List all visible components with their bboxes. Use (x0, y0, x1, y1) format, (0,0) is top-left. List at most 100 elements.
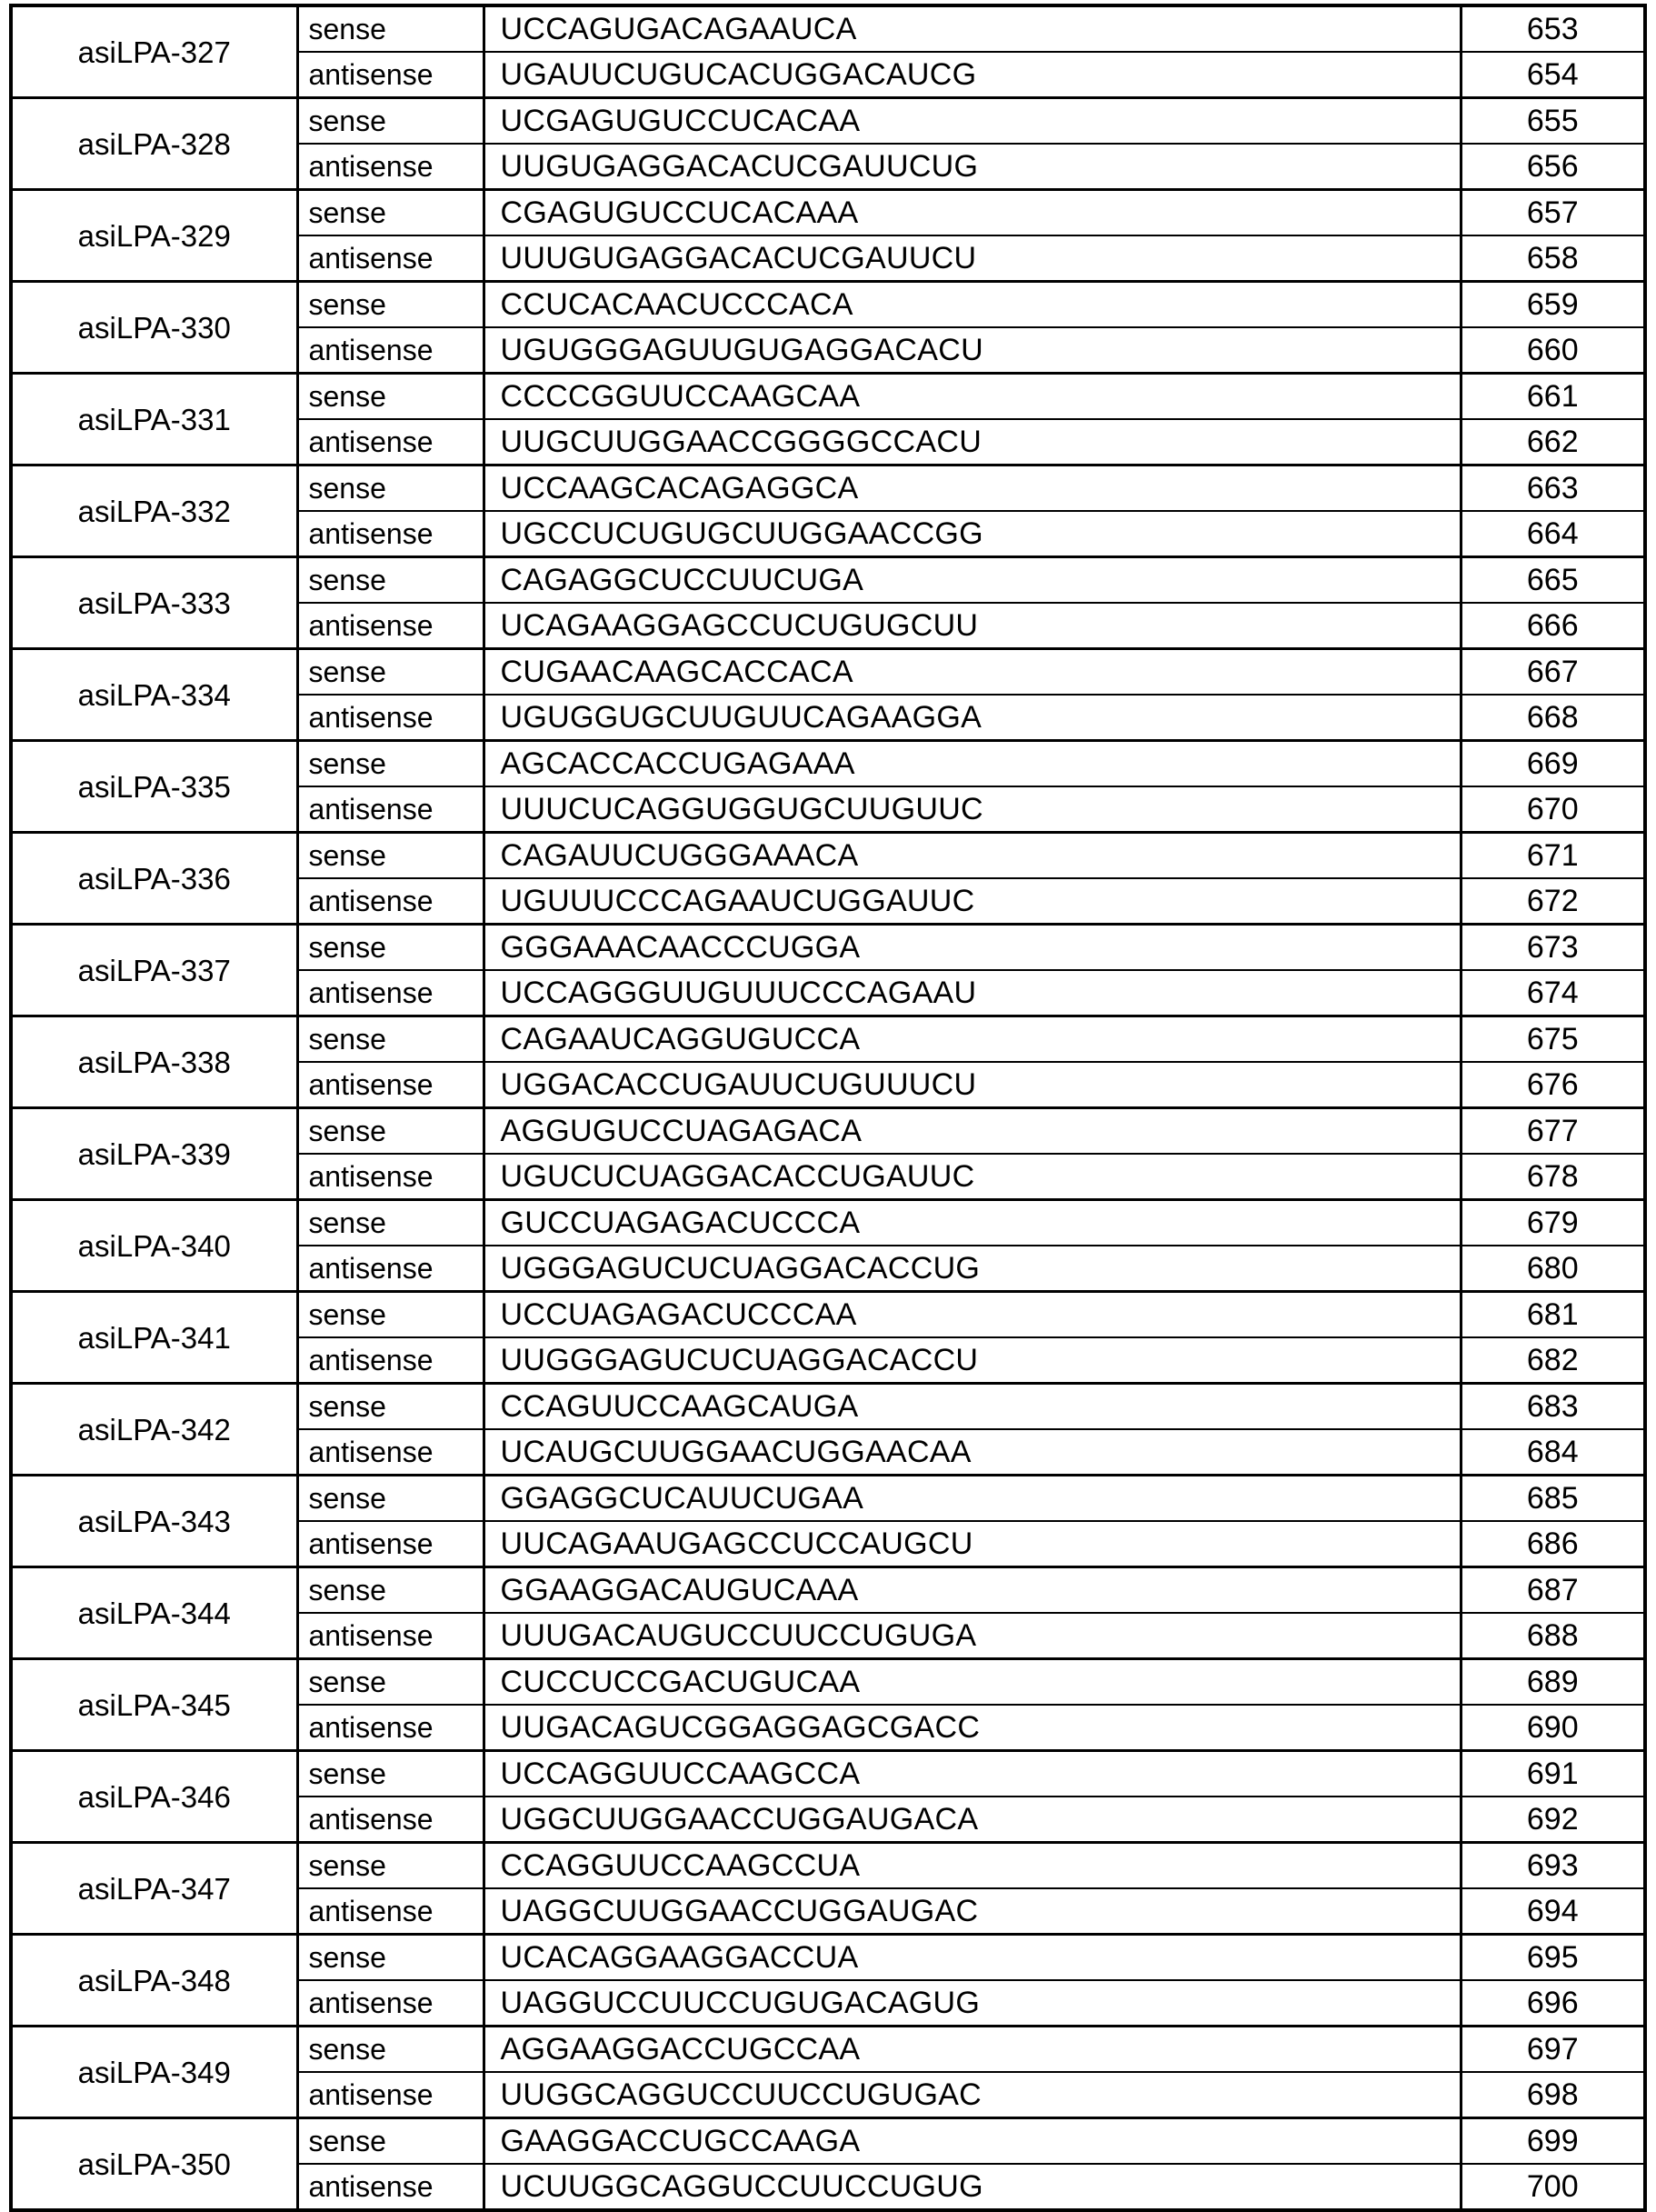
sequence-cell: UCAUGCUUGGAACUGGAACAA (484, 1429, 1461, 1476)
sequence-cell: GAAGGACCUGCCAAGA (484, 2118, 1461, 2165)
seq-id-cell: 655 (1461, 98, 1645, 145)
sequence-cell: CUGAACAAGCACCACA (484, 649, 1461, 696)
sequence-cell: UGGACACCUGAUUCUGUUUCU (484, 1062, 1461, 1108)
seq-id-cell: 693 (1461, 1843, 1645, 1889)
oligo-name-cell: asiLPA-337 (11, 925, 297, 1016)
table-row: asiLPA-345senseCUCCUCCGACUGUCAA689 (11, 1659, 1645, 1706)
seq-id-cell: 667 (1461, 649, 1645, 696)
seq-id-cell: 673 (1461, 925, 1645, 971)
seq-id-cell: 680 (1461, 1246, 1645, 1292)
strand-label-antisense: antisense (297, 327, 484, 374)
table-row: asiLPA-330senseCCUCACAACUCCCACA659 (11, 282, 1645, 328)
strand-label-sense: sense (297, 190, 484, 236)
strand-label-antisense: antisense (297, 1337, 484, 1384)
table-row: asiLPA-346senseUCCAGGUUCCAAGCCA691 (11, 1751, 1645, 1797)
seq-id-cell: 699 (1461, 2118, 1645, 2165)
table-row: asiLPA-349senseAGGAAGGACCUGCCAA697 (11, 2027, 1645, 2073)
oligo-name-cell: asiLPA-335 (11, 741, 297, 833)
sequence-cell: UCCAGGUUCCAAGCCA (484, 1751, 1461, 1797)
table-row: asiLPA-350senseGAAGGACCUGCCAAGA699 (11, 2118, 1645, 2165)
sequence-cell: CCCCGGUUCCAAGCAA (484, 374, 1461, 420)
seq-id-cell: 683 (1461, 1384, 1645, 1430)
seq-id-cell: 658 (1461, 235, 1645, 282)
oligo-name-cell: asiLPA-334 (11, 649, 297, 741)
strand-label-antisense: antisense (297, 970, 484, 1016)
strand-label-sense: sense (297, 1567, 484, 1614)
oligo-name-cell: asiLPA-329 (11, 190, 297, 282)
strand-label-antisense: antisense (297, 786, 484, 833)
seq-id-cell: 694 (1461, 1888, 1645, 1935)
table-row: asiLPA-328senseUCGAGUGUCCUCACAA655 (11, 98, 1645, 145)
seq-id-cell: 662 (1461, 419, 1645, 465)
strand-label-sense: sense (297, 5, 484, 52)
oligo-name-cell: asiLPA-332 (11, 465, 297, 557)
sequence-cell: CUCCUCCGACUGUCAA (484, 1659, 1461, 1706)
seq-id-cell: 674 (1461, 970, 1645, 1016)
sequence-cell: GGAGGCUCAUUCUGAA (484, 1476, 1461, 1522)
sequence-cell: UGCCUCUGUGCUUGGAACCGG (484, 511, 1461, 557)
strand-label-sense: sense (297, 1292, 484, 1338)
strand-label-sense: sense (297, 2027, 484, 2073)
table-row: asiLPA-339senseAGGUGUCCUAGAGACA677 (11, 1108, 1645, 1155)
seq-id-cell: 672 (1461, 878, 1645, 925)
seq-id-cell: 692 (1461, 1797, 1645, 1843)
table-row: asiLPA-347senseCCAGGUUCCAAGCCUA693 (11, 1843, 1645, 1889)
sequence-cell: UGUUUCCCAGAAUCUGGAUUC (484, 878, 1461, 925)
sequence-cell: UGUGGUGCUUGUUCAGAAGGA (484, 695, 1461, 741)
sequence-cell: UAGGCUUGGAACCUGGAUGAC (484, 1888, 1461, 1935)
strand-label-antisense: antisense (297, 1246, 484, 1292)
document-page: asiLPA-327senseUCCAGUGACAGAAUCA653antise… (0, 0, 1656, 2193)
sequence-cell: GGGAAACAACCCUGGA (484, 925, 1461, 971)
strand-label-antisense: antisense (297, 1613, 484, 1659)
strand-label-antisense: antisense (297, 1797, 484, 1843)
seq-id-cell: 681 (1461, 1292, 1645, 1338)
sequence-cell: GUCCUAGAGACUCCCA (484, 1200, 1461, 1246)
strand-label-antisense: antisense (297, 1888, 484, 1935)
oligo-name-cell: asiLPA-327 (11, 5, 297, 98)
strand-label-sense: sense (297, 282, 484, 328)
sequence-cell: UCCUAGAGACUCCCAA (484, 1292, 1461, 1338)
oligo-name-cell: asiLPA-343 (11, 1476, 297, 1567)
sequence-cell: UCACAGGAAGGACCUA (484, 1935, 1461, 1981)
table-row: asiLPA-341senseUCCUAGAGACUCCCAA681 (11, 1292, 1645, 1338)
seq-id-cell: 690 (1461, 1705, 1645, 1751)
seq-id-cell: 669 (1461, 741, 1645, 787)
sequence-cell: UUGGCAGGUCCUUCCUGUGAC (484, 2072, 1461, 2118)
oligo-name-cell: asiLPA-346 (11, 1751, 297, 1843)
table-row: asiLPA-335senseAGCACCACCUGAGAAA669 (11, 741, 1645, 787)
table-body: asiLPA-327senseUCCAGUGACAGAAUCA653antise… (11, 5, 1645, 2210)
oligo-name-cell: asiLPA-340 (11, 1200, 297, 1292)
sequence-cell: UUGUGAGGACACUCGAUUCUG (484, 144, 1461, 190)
sequence-cell: UUGGGAGUCUCUAGGACACCU (484, 1337, 1461, 1384)
oligo-name-cell: asiLPA-331 (11, 374, 297, 465)
sequence-cell: UUGACAGUCGGAGGAGCGACC (484, 1705, 1461, 1751)
sequence-cell: CAGAGGCUCCUUCUGA (484, 557, 1461, 604)
oligo-name-cell: asiLPA-330 (11, 282, 297, 374)
strand-label-antisense: antisense (297, 511, 484, 557)
strand-label-sense: sense (297, 741, 484, 787)
seq-id-cell: 664 (1461, 511, 1645, 557)
oligo-name-cell: asiLPA-342 (11, 1384, 297, 1476)
strand-label-sense: sense (297, 1476, 484, 1522)
sequence-cell: UGAUUCUGUCACUGGACAUCG (484, 52, 1461, 98)
table-row: asiLPA-348senseUCACAGGAAGGACCUA695 (11, 1935, 1645, 1981)
strand-label-antisense: antisense (297, 1154, 484, 1200)
strand-label-sense: sense (297, 833, 484, 879)
strand-label-sense: sense (297, 925, 484, 971)
strand-label-sense: sense (297, 465, 484, 512)
strand-label-antisense: antisense (297, 2164, 484, 2210)
strand-label-antisense: antisense (297, 603, 484, 649)
seq-id-cell: 698 (1461, 2072, 1645, 2118)
seq-id-cell: 676 (1461, 1062, 1645, 1108)
sequence-cell: UGUGGGAGUUGUGAGGACACU (484, 327, 1461, 374)
strand-label-antisense: antisense (297, 52, 484, 98)
strand-label-sense: sense (297, 98, 484, 145)
sequence-cell: UAGGUCCUUCCUGUGACAGUG (484, 1980, 1461, 2027)
sequence-cell: UUUCUCAGGUGGUGCUUGUUC (484, 786, 1461, 833)
table-row: asiLPA-342senseCCAGUUCCAAGCAUGA683 (11, 1384, 1645, 1430)
seq-id-cell: 689 (1461, 1659, 1645, 1706)
sequence-cell: CCAGUUCCAAGCAUGA (484, 1384, 1461, 1430)
strand-label-sense: sense (297, 1200, 484, 1246)
seq-id-cell: 657 (1461, 190, 1645, 236)
sequence-cell: UUGCUUGGAACCGGGGCCACU (484, 419, 1461, 465)
